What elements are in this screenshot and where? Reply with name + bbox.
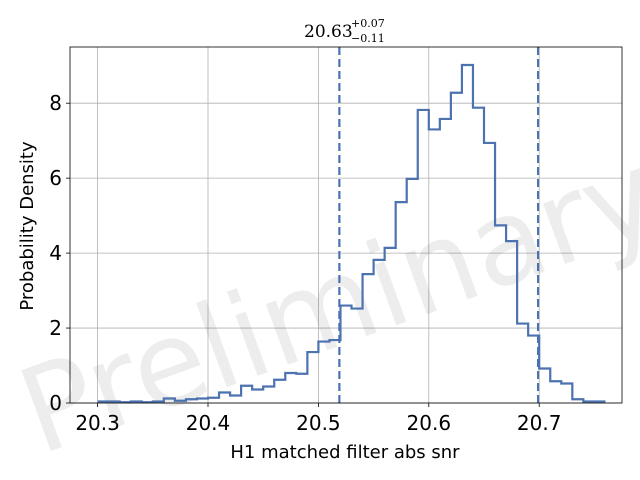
x-tick-label: 20.6	[407, 411, 452, 435]
series-group	[97, 63, 606, 404]
y-axis-label: Probability Density	[17, 141, 38, 311]
chart-title: 20.63 +0.07 −0.11	[304, 17, 385, 45]
plot-frame	[69, 46, 623, 404]
y-tick-label: 8	[49, 91, 62, 115]
y-tick-label: 2	[49, 316, 62, 340]
y-tick-label: 6	[49, 166, 62, 190]
title-upper-error: +0.07	[351, 17, 385, 30]
y-tick-label: 0	[49, 391, 62, 415]
x-tick-label: 20.3	[75, 411, 120, 435]
x-ticks: 20.3 20.4 20.5 20.6 20.7	[75, 403, 561, 435]
histogram-step-line	[97, 63, 606, 404]
x-tick-label: 20.5	[296, 411, 341, 435]
title-value: 20.63	[304, 22, 353, 42]
y-ticks: 0 2 4 6 8	[49, 91, 70, 415]
x-axis-label: H1 matched filter abs snr	[230, 442, 460, 463]
x-tick-label: 20.4	[186, 411, 231, 435]
title-lower-error: −0.11	[351, 32, 385, 45]
x-tick-label: 20.7	[517, 411, 562, 435]
y-tick-label: 4	[49, 241, 62, 265]
